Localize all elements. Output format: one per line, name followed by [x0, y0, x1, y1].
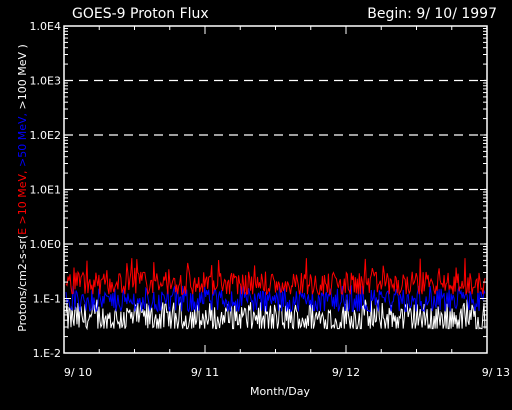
series-line — [65, 258, 486, 297]
y-label-part: >100 MeV ) — [16, 44, 29, 109]
series-line — [65, 285, 486, 313]
gridlines — [64, 79, 487, 245]
y-tick-label: 1.0E1 — [30, 184, 61, 197]
chart-subtitle: Begin: 9/ 10/ 1997 — [367, 6, 497, 22]
x-tick-label: 9/ 12 — [332, 366, 360, 379]
y-tick-label: 1.0E0 — [30, 238, 61, 251]
y-label-part: E >10 MeV, — [16, 167, 29, 235]
y-tick-label: 1.0E4 — [30, 20, 61, 33]
y-tick-label: 1.0E2 — [30, 129, 61, 142]
y-label-part: Protons/cm2-s-sr( — [16, 235, 29, 332]
y-tick-label: 1.E-2 — [33, 347, 61, 360]
y-tick-label: 1.E-1 — [33, 293, 61, 306]
y-label-part: >50 MeV, — [16, 109, 29, 167]
x-tick-label: 9/ 11 — [191, 366, 219, 379]
y-axis-ticks: 1.0E4 1.0E3 1.0E2 1.0E1 1.0E0 1.E-1 1.E-2 — [30, 20, 487, 360]
x-tick-label: 9/ 10 — [64, 366, 92, 379]
x-axis-ticks: 9/ 10 9/ 11 9/ 12 9/ 13 — [63, 26, 510, 379]
x-axis-label: Month/Day — [250, 385, 310, 398]
chart-title: GOES-9 Proton Flux — [72, 6, 209, 22]
y-axis-label: Protons/cm2-s-sr(E >10 MeV, >50 MeV, >10… — [16, 44, 29, 332]
y-tick-label: 1.0E3 — [30, 75, 61, 88]
x-tick-label: 9/ 13 — [482, 366, 510, 379]
data-series — [65, 258, 486, 331]
